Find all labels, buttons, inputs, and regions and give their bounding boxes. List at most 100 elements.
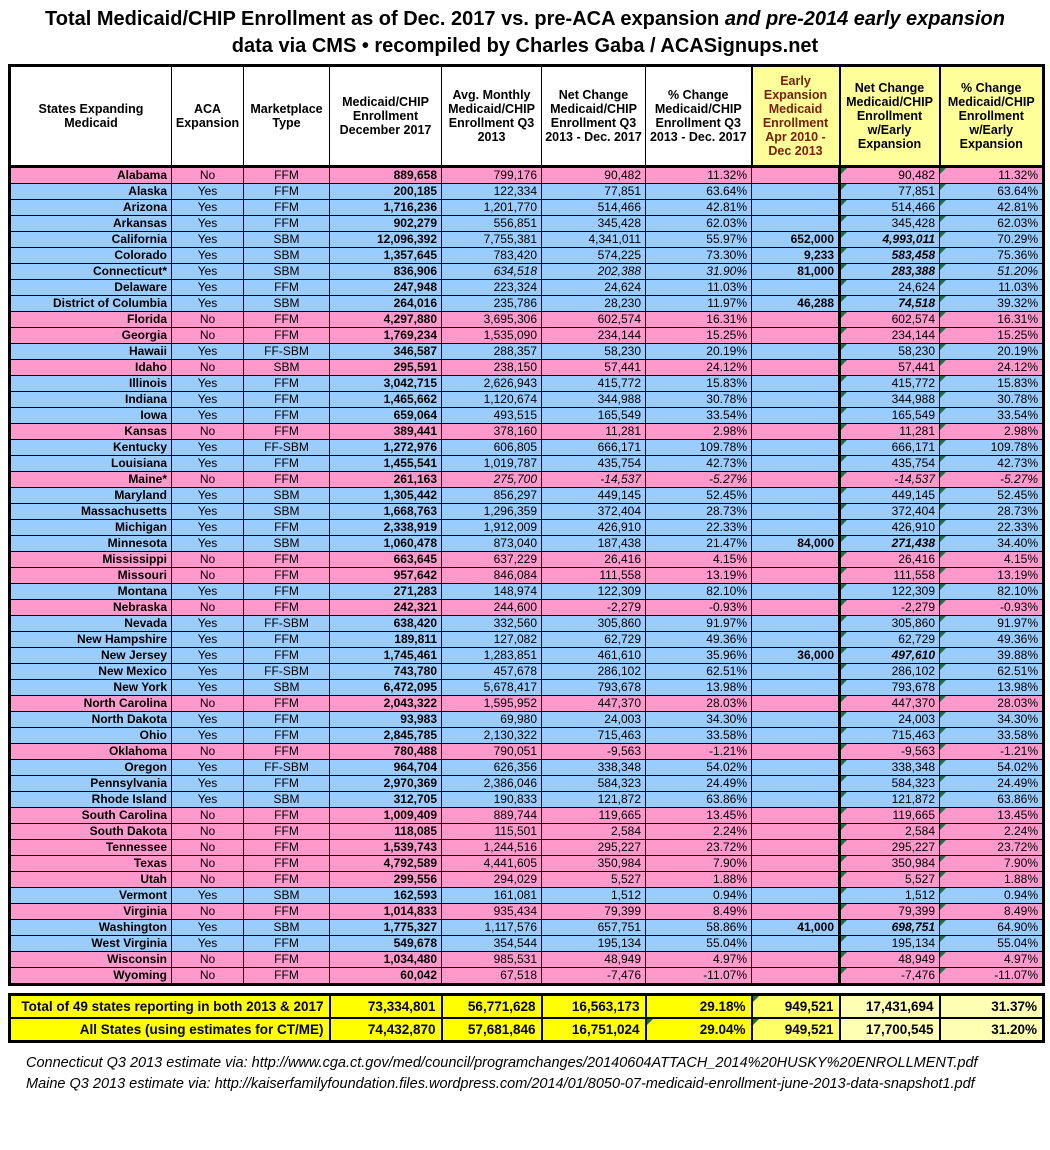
totals-row: All States (using estimates for CT/ME) 74… [8,1017,1045,1043]
cell-net-change-w-early: 26,416 [838,551,940,568]
cell-state: California [9,231,172,248]
cell-net-change: 305,860 [541,615,646,632]
table-row: Massachusetts Yes SBM 1,668,763 1,296,359 372… [9,503,1044,520]
cell-marketplace-type: FFM [243,471,330,488]
cell-enrollment-dec-2017: 118,085 [329,823,442,840]
table-row: Pennsylvania Yes FFM 2,970,369 2,386,046 584,… [9,775,1044,792]
cell-pct-change: 55.04% [645,935,752,952]
table-row: Nevada Yes FF-SBM 638,420 332,560 305,860 91.9… [9,615,1044,632]
cell-marketplace-type: FFM [243,807,330,824]
cell-early-expansion [751,471,840,488]
cell-net-change-w-early: -7,476 [838,967,940,985]
cell-enrollment-dec-2017: 1,305,442 [329,487,442,504]
cell-state: Pennsylvania [9,775,172,792]
cell-enrollment-dec-2017: 549,678 [329,935,442,952]
cell-pct-change: 20.19% [645,343,752,360]
table-row: New Mexico Yes FF-SBM 743,780 457,678 286,102… [9,663,1044,680]
column-header-aca-expansion: ACA Expansion [171,65,244,167]
cell-marketplace-type: SBM [243,487,330,504]
table-row: New Jersey Yes FFM 1,745,461 1,283,851 461,61… [9,647,1044,664]
cell-marketplace-type: FFM [243,279,330,296]
table-row: Washington Yes SBM 1,775,327 1,117,576 657,75… [9,919,1044,936]
table-row: Nebraska No FFM 242,321 244,600 -2,279 -0.93% -… [9,599,1044,616]
cell-enrollment-q3-2013: 606,805 [441,439,542,456]
cell-net-change-w-early: 426,910 [838,519,940,536]
cell-pct-change: 109.78% [645,439,752,456]
cell-pct-change: -1.21% [645,743,752,760]
table-row: Wyoming No FFM 60,042 67,518 -7,476 -11.07% -7,… [9,967,1044,985]
cell-enrollment-q3-2013: 161,081 [441,887,542,904]
cell-pct-change: 15.83% [645,375,752,392]
cell-net-change-w-early: 271,438 [838,535,940,552]
cell-early-expansion [751,823,840,840]
cell-pct-change-w-early: 33.54% [939,407,1044,424]
cell-marketplace-type: FFM [243,311,330,328]
cell-net-change: 119,665 [541,807,646,824]
title-italic-part: and pre-2014 early expansion [724,8,1005,30]
cell-early-expansion [751,583,840,600]
cell-aca-expansion: No [171,743,244,760]
cell-pct-change: 0.94% [645,887,752,904]
cell-early-expansion [751,775,840,792]
cell-net-change-w-early: 295,227 [838,839,940,856]
cell-net-change: 122,309 [541,583,646,600]
cell-aca-expansion: Yes [171,711,244,728]
cell-marketplace-type: SBM [243,231,330,248]
cell-pct-change: 7.90% [645,855,752,872]
cell-early-expansion [751,215,840,232]
table-row: Missouri No FFM 957,642 846,084 111,558 13.19%… [9,567,1044,584]
cell-aca-expansion: Yes [171,519,244,536]
totals-cell-pctE: 31.20% [938,1017,1045,1043]
cell-early-expansion [751,503,840,520]
table-row: Georgia No FFM 1,769,234 1,535,090 234,144 15.… [9,327,1044,344]
cell-net-change-w-early: 195,134 [838,935,940,952]
totals-cell-net: 16,751,024 [540,1017,647,1043]
cell-pct-change-w-early: 4.15% [939,551,1044,568]
cell-net-change-w-early: 122,309 [838,583,940,600]
cell-pct-change: 11.03% [645,279,752,296]
cell-enrollment-dec-2017: 1,455,541 [329,455,442,472]
cell-enrollment-q3-2013: 244,600 [441,599,542,616]
cell-early-expansion: 652,000 [751,231,840,248]
cell-marketplace-type: FFM [243,823,330,840]
cell-enrollment-dec-2017: 743,780 [329,663,442,680]
cell-enrollment-dec-2017: 1,745,461 [329,647,442,664]
cell-net-change-w-early: 497,610 [838,647,940,664]
cell-enrollment-dec-2017: 261,163 [329,471,442,488]
cell-state: Idaho [9,359,172,376]
cell-early-expansion [751,407,840,424]
cell-enrollment-q3-2013: 294,029 [441,871,542,888]
cell-aca-expansion: Yes [171,679,244,696]
cell-state: Florida [9,311,172,328]
cell-aca-expansion: Yes [171,407,244,424]
cell-aca-expansion: Yes [171,759,244,776]
cell-net-change: 5,527 [541,871,646,888]
cell-state: Maine* [9,471,172,488]
cell-pct-change: 62.03% [645,215,752,232]
cell-aca-expansion: Yes [171,935,244,952]
table-row: Arizona Yes FFM 1,716,236 1,201,770 514,466 42… [9,199,1044,216]
cell-enrollment-dec-2017: 299,556 [329,871,442,888]
cell-pct-change-w-early: -11.07% [939,967,1044,985]
cell-early-expansion [751,711,840,728]
cell-enrollment-dec-2017: 1,775,327 [329,919,442,936]
title-main: Total Medicaid/CHIP Enrollment as of Dec… [45,8,725,30]
cell-net-change-w-early: 62,729 [838,631,940,648]
cell-pct-change: 91.97% [645,615,752,632]
cell-state: Virginia [9,903,172,920]
cell-net-change: 11,281 [541,423,646,440]
cell-pct-change: 49.36% [645,631,752,648]
cell-net-change-w-early: 24,003 [838,711,940,728]
cell-net-change-w-early: -2,279 [838,599,940,616]
cell-enrollment-q3-2013: 790,051 [441,743,542,760]
cell-marketplace-type: FFM [243,855,330,872]
table-row: Kansas No FFM 389,441 378,160 11,281 2.98% 11,2… [9,423,1044,440]
page-title: Total Medicaid/CHIP Enrollment as of Dec… [0,0,1050,60]
cell-aca-expansion: Yes [171,775,244,792]
cell-pct-change: 2.98% [645,423,752,440]
cell-early-expansion: 9,233 [751,247,840,264]
cell-enrollment-dec-2017: 2,970,369 [329,775,442,792]
table-row: Virginia No FFM 1,014,833 935,434 79,399 8.49%… [9,903,1044,920]
cell-net-change-w-early: 305,860 [838,615,940,632]
cell-state: New Jersey [9,647,172,664]
